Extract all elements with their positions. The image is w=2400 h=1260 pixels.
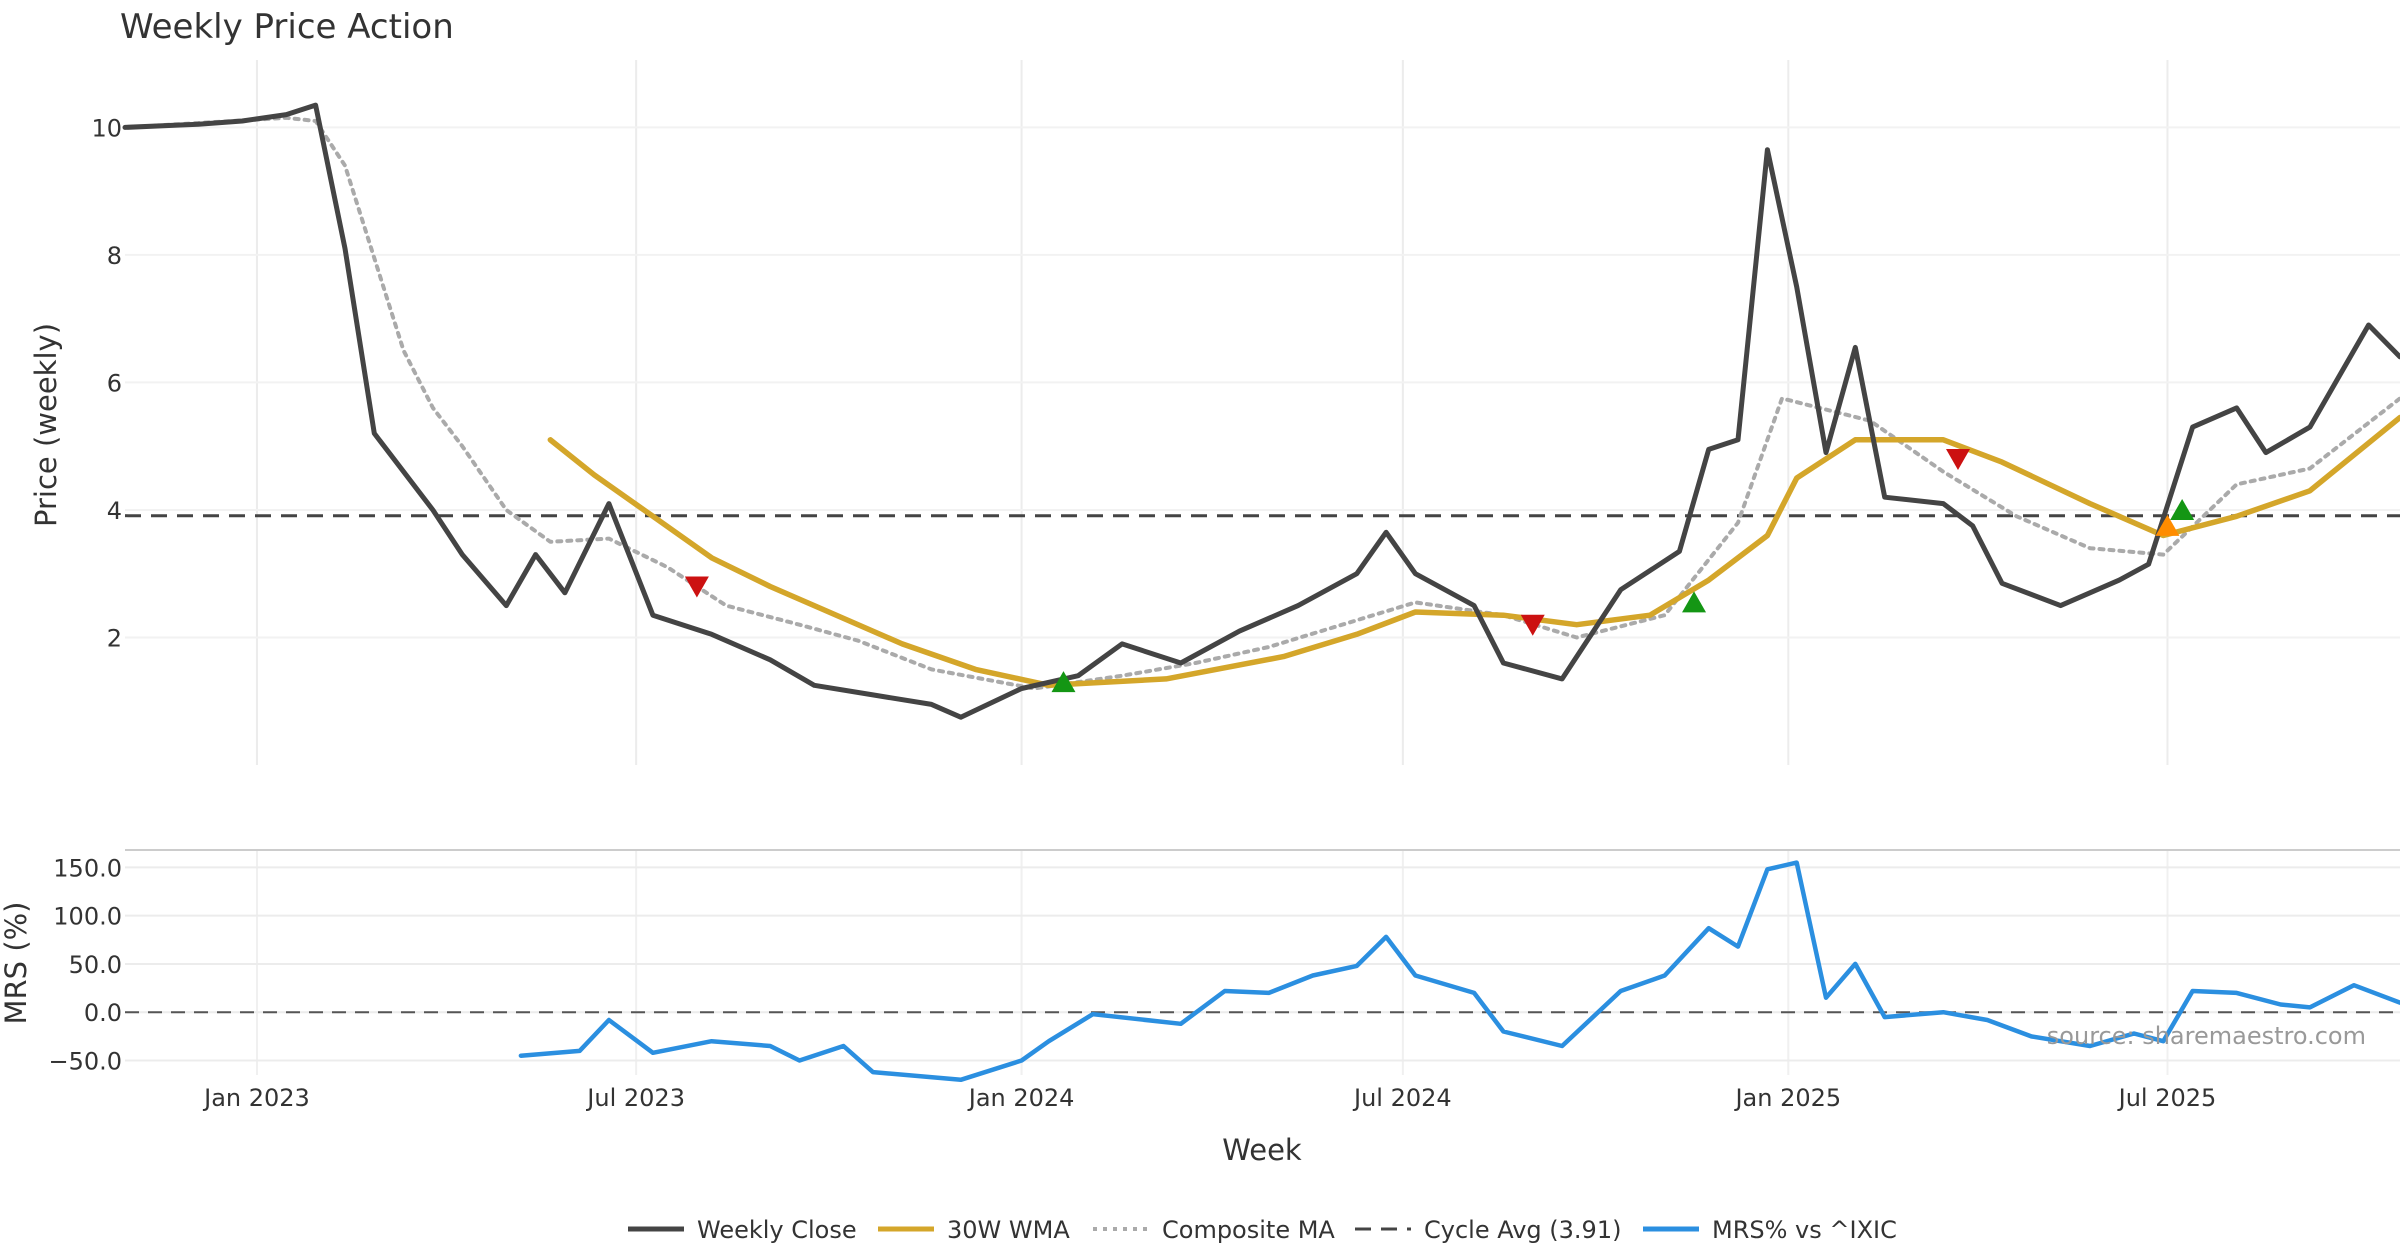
x-tick-label-jul-2024: Jul 2024: [1352, 1084, 1452, 1112]
legend-label-cycle-avg-3-91: Cycle Avg (3.91): [1424, 1216, 1621, 1244]
mrs-y-ticks: 150.0 100.0 50.0 0.0 −50.0: [48, 854, 122, 1075]
price-y-ticks: 2 4 6 8 10: [91, 114, 122, 652]
series-line-weekly-close: [122, 102, 2400, 720]
legend-label-30w-wma: 30W WMA: [947, 1216, 1070, 1244]
mrs-y-axis-title: MRS (%): [0, 902, 33, 1025]
source-note: source: sharemaestro.com: [2047, 1022, 2366, 1050]
x-ticks: Jan 2023 Jul 2023 Jan 2024 Jul 2024 Jan 2025…: [202, 1084, 2216, 1112]
price-y-tick-label-4: 4: [107, 497, 122, 525]
series-line-composite-ma: [123, 115, 2400, 691]
price-y-tick-label-10: 10: [91, 114, 122, 142]
price-y-tick-label-8: 8: [107, 242, 122, 270]
series-line-30w-wma: [547, 414, 2400, 689]
legend-label-composite-ma: Composite MA: [1162, 1216, 1335, 1244]
legend-label-mrs-vs-ixic: MRS% vs ^IXIC: [1712, 1216, 1897, 1244]
mrs-y-tick-label-50-0: −50.0: [48, 1048, 122, 1076]
signal-marker-sell-5: [1945, 448, 1970, 470]
price-series: [122, 102, 2400, 720]
x-tick-label-jan-2025: Jan 2025: [1733, 1084, 1841, 1112]
x-tick-label-jan-2023: Jan 2023: [202, 1084, 310, 1112]
signal-marker-buy-2: [1051, 671, 1076, 693]
x-axis-title: Week: [1222, 1133, 1302, 1167]
signal-marker-buy-4: [1682, 591, 1707, 613]
legend: Weekly Close 30W WMA Composite MA Cycle Avg…: [628, 1216, 1897, 1244]
chart-title: Weekly Price Action: [120, 7, 454, 47]
price-y-tick-label-2: 2: [107, 624, 122, 652]
series-line-mrs-vs-ixic: [518, 860, 2400, 1083]
price-y-axis-title: Price (weekly): [29, 323, 63, 527]
legend-label-weekly-close: Weekly Close: [697, 1216, 857, 1244]
mrs-y-tick-label-150-0: 150.0: [53, 854, 122, 882]
mrs-y-tick-label-0-0: 0.0: [84, 999, 122, 1027]
signal-marker-sell-1: [684, 576, 709, 598]
mrs-y-tick-label-50-0: 50.0: [69, 951, 122, 979]
x-tick-label-jul-2025: Jul 2025: [2117, 1084, 2217, 1112]
signal-marker-buy-6: [2155, 514, 2180, 536]
mrs-y-tick-label-100-0: 100.0: [53, 903, 122, 931]
price-panel-grid: [125, 60, 2400, 765]
signal-marker-sell-3: [1520, 614, 1545, 636]
x-tick-label-jul-2023: Jul 2023: [585, 1084, 685, 1112]
signal-markers: [684, 448, 2195, 693]
signal-marker-buy-7: [2170, 498, 2195, 520]
price-y-tick-label-6: 6: [107, 369, 122, 397]
mrs-series: [518, 860, 2400, 1083]
x-tick-label-jan-2024: Jan 2024: [967, 1084, 1075, 1112]
